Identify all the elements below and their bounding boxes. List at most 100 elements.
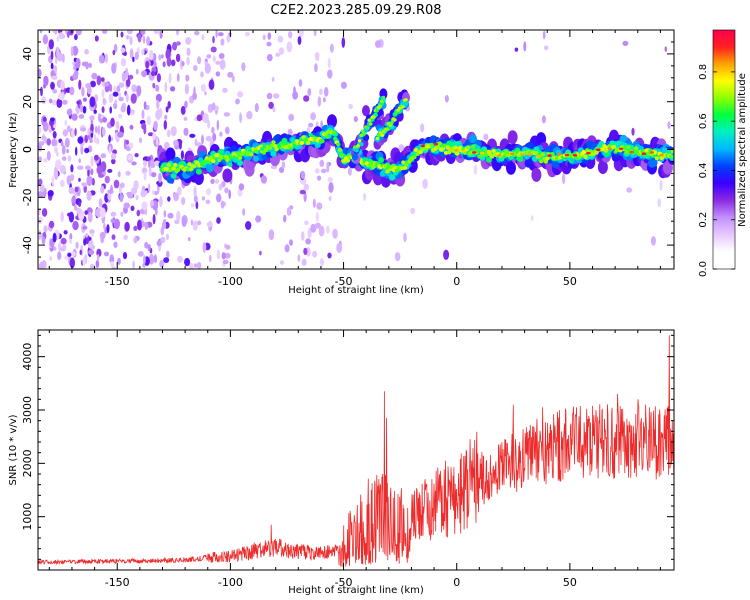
noise-speckle <box>220 38 225 46</box>
signal-blob <box>375 136 380 141</box>
colorbar-step <box>713 117 735 121</box>
noise-speckle <box>72 45 79 56</box>
noise-speckle <box>327 252 332 259</box>
noise-speckle <box>90 124 94 133</box>
noise-speckle <box>118 82 125 88</box>
noise-speckle <box>212 35 215 44</box>
signal-blob <box>385 169 390 174</box>
noise-speckle <box>143 255 146 265</box>
noise-speckle <box>71 128 76 138</box>
noise-speckle <box>215 60 221 65</box>
noise-speckle <box>224 252 231 259</box>
noise-speckle <box>288 31 293 39</box>
noise-speckle <box>86 175 93 187</box>
noise-speckle <box>215 71 221 77</box>
noise-speckle <box>125 35 130 40</box>
noise-speckle <box>329 43 334 53</box>
noise-speckle <box>51 75 58 80</box>
ridge-hotspots <box>228 133 664 167</box>
noise-speckle <box>113 179 120 189</box>
signal-blob <box>377 133 381 137</box>
colorbar-step <box>713 159 735 163</box>
noise-speckle <box>75 146 78 156</box>
noise-speckle <box>64 119 68 126</box>
noise-speckle <box>93 133 97 144</box>
noise-speckle <box>106 224 110 234</box>
noise-speckle <box>143 101 147 110</box>
noise-speckle <box>214 178 220 184</box>
noise-speckle <box>101 127 106 137</box>
signal-blob <box>491 148 496 153</box>
noise-speckle <box>218 183 223 191</box>
signal-blob <box>401 160 406 165</box>
noise-speckle <box>55 159 62 170</box>
colorbar-step <box>713 157 735 161</box>
snr-marks <box>38 335 674 567</box>
noise-speckle <box>101 106 105 113</box>
noise-speckle <box>78 201 82 207</box>
colorbar-step <box>713 61 735 65</box>
noise-speckle <box>363 192 367 201</box>
noise-speckle <box>135 68 139 75</box>
noise-speckle <box>206 54 212 59</box>
x-tick-label: -50 <box>335 275 353 288</box>
noise-speckle <box>73 65 77 71</box>
noise-speckle <box>95 207 102 218</box>
noise-speckle <box>303 183 310 191</box>
noise-speckle <box>85 233 89 238</box>
noise-speckle <box>129 48 134 59</box>
noise-speckle <box>149 159 156 169</box>
noise-speckle <box>72 220 79 231</box>
noise-speckle <box>443 249 450 260</box>
noise-speckle <box>327 177 333 183</box>
noise-speckle <box>38 178 43 186</box>
colorbar-tick-label: 0.6 <box>698 113 709 129</box>
colorbar-step <box>713 191 735 194</box>
signal-blob <box>507 130 518 145</box>
noise-speckle <box>242 208 246 216</box>
colorbar-step <box>713 183 735 186</box>
signal-blob <box>399 166 404 171</box>
noise-speckle <box>152 132 157 141</box>
noise-speckle <box>310 223 317 233</box>
noise-speckle <box>38 125 42 135</box>
ridge-hotspot <box>228 163 233 167</box>
signal-blob <box>356 144 360 148</box>
noise-speckle <box>310 112 316 121</box>
colorbar-step <box>713 235 735 238</box>
noise-speckle <box>91 72 98 80</box>
noise-speckle <box>80 127 87 132</box>
colorbar-step <box>713 223 735 226</box>
noise-speckle <box>181 196 186 206</box>
noise-speckle <box>38 141 45 147</box>
ridge-hotspot <box>649 151 655 154</box>
noise-speckle <box>159 196 163 208</box>
ridge-hotspot <box>659 153 664 157</box>
signal-blob <box>436 144 441 149</box>
noise-speckle <box>79 249 83 255</box>
noise-speckle <box>127 154 133 161</box>
noise-speckle <box>62 129 68 137</box>
noise-speckle <box>81 86 85 97</box>
ridge-hotspot <box>618 147 624 151</box>
y-tick-label: 40 <box>21 47 34 61</box>
noise-speckle <box>215 30 218 38</box>
noise-speckle <box>63 230 68 235</box>
colorbar-step <box>713 205 735 208</box>
colorbar-step <box>713 63 735 67</box>
colorbar-step <box>713 51 735 55</box>
noise-speckle <box>90 155 94 167</box>
noise-speckle <box>192 220 198 231</box>
noise-speckle <box>245 221 252 230</box>
signal-blob <box>470 144 476 149</box>
colorbar-step <box>713 135 735 139</box>
colorbar-step <box>713 43 735 47</box>
noise-speckle <box>316 202 323 210</box>
noise-speckle <box>133 225 138 231</box>
noise-speckle <box>143 171 147 181</box>
noise-speckle <box>216 193 222 203</box>
noise-speckle <box>41 208 48 217</box>
noise-speckle <box>69 174 75 182</box>
noise-speckle <box>650 236 656 246</box>
noise-speckle <box>103 222 106 230</box>
